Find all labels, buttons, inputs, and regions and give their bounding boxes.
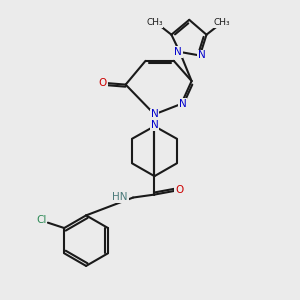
Text: Cl: Cl — [36, 215, 46, 225]
Text: N: N — [151, 120, 158, 130]
Text: O: O — [99, 78, 107, 88]
Text: CH₃: CH₃ — [146, 18, 163, 27]
Text: O: O — [175, 184, 183, 194]
Text: N: N — [197, 50, 205, 61]
Text: N: N — [179, 99, 187, 109]
Text: N: N — [151, 109, 158, 119]
Text: CH₃: CH₃ — [214, 18, 230, 27]
Text: HN: HN — [112, 192, 128, 202]
Text: N: N — [174, 47, 182, 57]
